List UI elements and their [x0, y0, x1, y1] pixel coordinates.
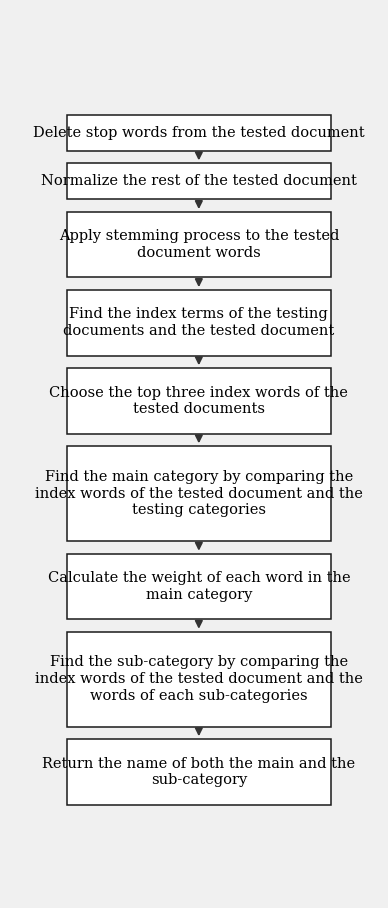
Text: Apply stemming process to the tested
document words: Apply stemming process to the tested doc…	[59, 230, 339, 260]
Text: Normalize the rest of the tested document: Normalize the rest of the tested documen…	[41, 174, 357, 188]
Bar	[67, 368, 331, 434]
Bar	[67, 163, 331, 200]
Bar	[67, 446, 331, 541]
Bar	[67, 739, 331, 804]
Bar	[67, 114, 331, 151]
Bar	[67, 554, 331, 619]
Text: Delete stop words from the tested document: Delete stop words from the tested docume…	[33, 125, 365, 140]
Text: Find the index terms of the testing
documents and the tested document: Find the index terms of the testing docu…	[63, 308, 334, 338]
Text: Find the sub-category by comparing the
index words of the tested document and th: Find the sub-category by comparing the i…	[35, 656, 363, 703]
Text: Find the main category by comparing the
index words of the tested document and t: Find the main category by comparing the …	[35, 469, 363, 518]
Bar	[67, 632, 331, 726]
Text: Return the name of both the main and the
sub-category: Return the name of both the main and the…	[42, 756, 355, 787]
Text: Calculate the weight of each word in the
main category: Calculate the weight of each word in the…	[48, 571, 350, 602]
Bar	[67, 290, 331, 356]
Text: Choose the top three index words of the
tested documents: Choose the top three index words of the …	[49, 386, 348, 416]
Bar	[67, 212, 331, 278]
